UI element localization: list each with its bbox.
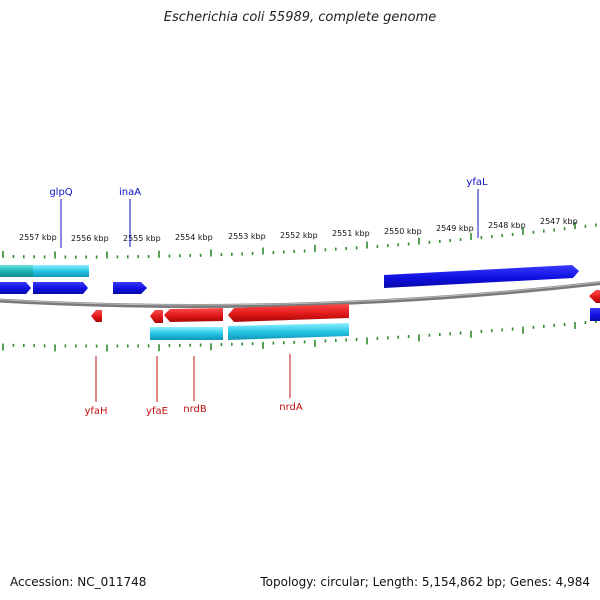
ruler-label-2556: 2556 kbp xyxy=(71,234,109,243)
gene-inaA[interactable] xyxy=(113,282,147,294)
genome-summary: Topology: circular; Length: 5,154,862 bp… xyxy=(260,575,590,589)
outer-tick-track xyxy=(2,222,597,259)
gene-label-inaA[interactable]: inaA xyxy=(119,187,141,198)
ruler-label-2551: 2551 kbp xyxy=(332,229,370,238)
cyan-segment-left-1[interactable] xyxy=(0,265,33,277)
ruler-label-2555: 2555 kbp xyxy=(123,234,161,243)
ruler-label-2557: 2557 kbp xyxy=(19,233,57,242)
ruler-label-2552: 2552 kbp xyxy=(280,231,318,240)
gene-yfaE[interactable] xyxy=(150,310,163,323)
blue-segment-right-edge[interactable] xyxy=(590,308,600,321)
gene-label-glpQ[interactable]: glpQ xyxy=(49,187,72,198)
genome-backbone xyxy=(0,281,600,308)
ruler-label-2554: 2554 kbp xyxy=(175,233,213,242)
genome-backbone-highlight xyxy=(0,281,600,306)
gene-yfaL[interactable] xyxy=(384,265,579,288)
gene-label-yfaL[interactable]: yfaL xyxy=(466,177,488,188)
ruler-label-2553: 2553 kbp xyxy=(228,232,266,241)
gene-label-nrdB[interactable]: nrdB xyxy=(183,404,207,415)
gene-yfaH[interactable] xyxy=(91,310,102,322)
inner-tick-track xyxy=(2,320,597,352)
gene-nrdB[interactable] xyxy=(164,308,223,322)
cyan-segment-nrdA[interactable] xyxy=(228,323,349,340)
gene-label-nrdA[interactable]: nrdA xyxy=(279,402,303,413)
gene-forward-left-edge[interactable] xyxy=(0,282,31,294)
gene-label-yfaH[interactable]: yfaH xyxy=(84,406,107,417)
cyan-segment-left-2[interactable] xyxy=(33,265,89,277)
gene-nrdA[interactable] xyxy=(228,304,349,322)
gene-reverse-right-edge[interactable] xyxy=(589,290,600,303)
accession-label: Accession: NC_011748 xyxy=(10,575,147,589)
cyan-segment-yfaE[interactable] xyxy=(150,327,164,340)
ruler-label-2550: 2550 kbp xyxy=(384,227,422,236)
ruler-label-2549: 2549 kbp xyxy=(436,224,474,233)
gene-glpQ[interactable] xyxy=(33,282,88,294)
ruler-label-2548: 2548 kbp xyxy=(488,221,526,230)
genome-title: Escherichia coli 55989, complete genome xyxy=(163,10,437,25)
gene-label-yfaE[interactable]: yfaE xyxy=(146,406,168,417)
ruler-label-2547: 2547 kbp xyxy=(540,217,578,226)
cyan-segment-nrdB[interactable] xyxy=(164,327,223,340)
